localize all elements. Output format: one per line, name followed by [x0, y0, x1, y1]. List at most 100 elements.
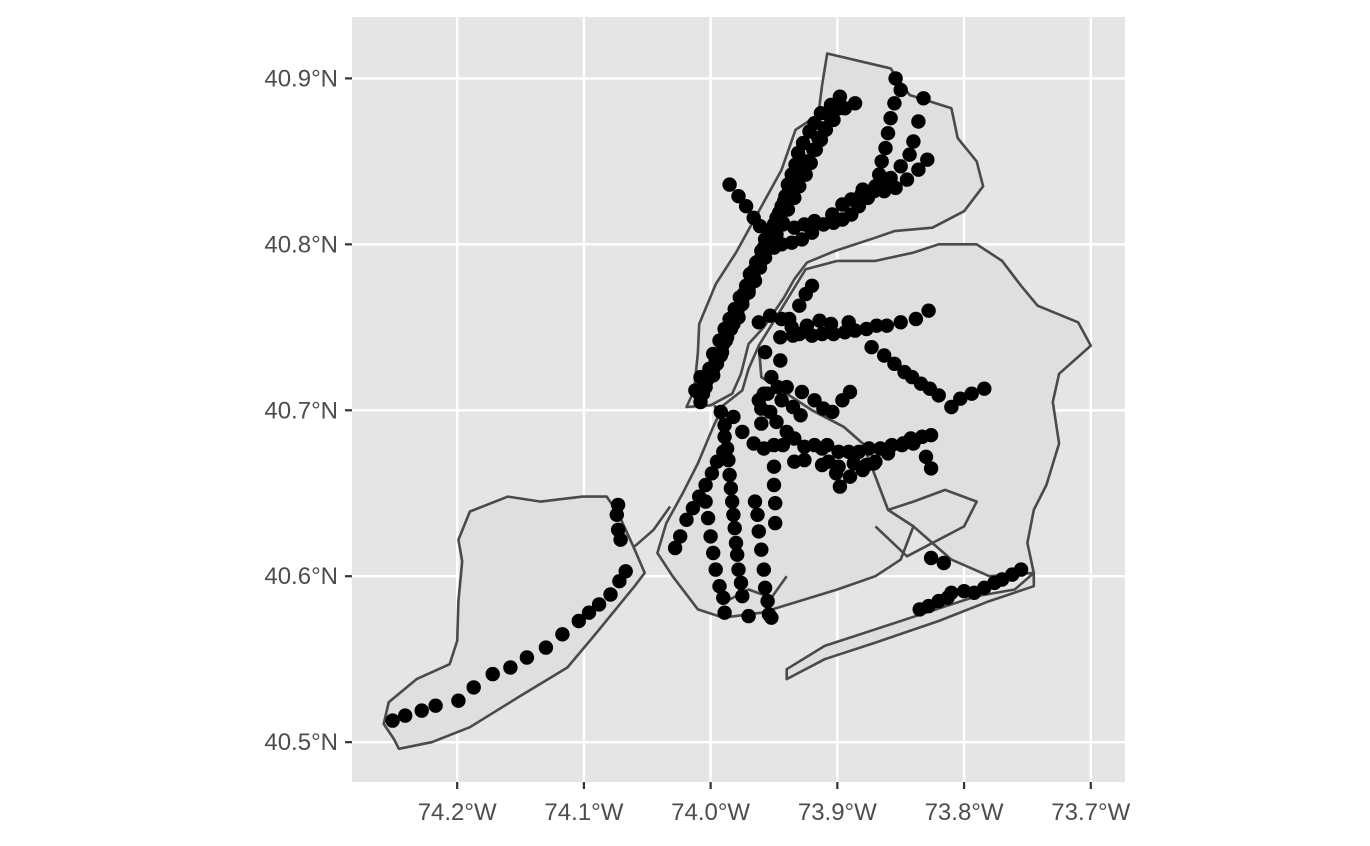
station-point: [940, 590, 955, 605]
station-point: [695, 386, 711, 401]
station-point: [804, 225, 820, 240]
station-point: [747, 494, 763, 509]
station-point: [731, 189, 746, 204]
station-point: [825, 404, 840, 420]
station-point: [866, 184, 882, 199]
station-point: [519, 650, 535, 665]
station-point: [768, 515, 783, 531]
station-point: [812, 313, 827, 328]
station-point: [915, 429, 930, 444]
station-point: [610, 497, 626, 513]
x-tick-label: 73.8°W: [925, 799, 1004, 826]
station-point: [887, 356, 902, 371]
x-tick-label: 74.1°W: [544, 799, 623, 826]
station-point: [754, 416, 769, 431]
station-point: [721, 323, 736, 338]
station-point: [793, 408, 808, 423]
station-point: [794, 384, 810, 400]
station-point: [916, 91, 931, 106]
station-point: [931, 388, 946, 403]
station-point: [906, 134, 921, 149]
station-point: [792, 298, 807, 313]
station-point: [887, 96, 902, 111]
y-axis: 40.5°N 40.6°N 40.7°N 40.8°N 40.9°N: [264, 65, 352, 756]
station-point: [756, 386, 771, 401]
y-tick-label: 40.8°N: [264, 231, 338, 258]
station-point: [700, 510, 716, 526]
station-point: [775, 437, 791, 453]
station-point: [735, 588, 750, 604]
station-point: [704, 466, 720, 481]
station-point: [823, 316, 839, 332]
station-point: [717, 429, 732, 444]
x-axis: 74.2°W 74.1°W 74.0°W 73.9°W 73.8°W 73.7°W: [418, 782, 1131, 826]
station-point: [782, 311, 797, 327]
x-tick-label: 74.0°W: [671, 799, 750, 826]
station-point: [842, 469, 858, 484]
station-point: [908, 311, 924, 327]
station-point: [795, 135, 811, 151]
shoreline-detail-3: [633, 505, 672, 548]
station-point: [466, 680, 481, 695]
station-point: [722, 467, 737, 483]
station-point: [700, 369, 716, 385]
station-point: [538, 640, 554, 655]
station-point: [977, 381, 992, 396]
station-point: [893, 315, 908, 330]
station-point: [893, 82, 908, 98]
station-point: [855, 182, 870, 197]
station-point: [771, 205, 787, 220]
station-point: [776, 194, 792, 209]
station-point: [877, 348, 892, 363]
station-point: [816, 217, 831, 232]
station-point: [713, 404, 728, 420]
station-point: [775, 217, 791, 232]
station-point: [936, 555, 951, 571]
station-point: [792, 159, 807, 174]
station-point: [918, 449, 934, 464]
station-point: [764, 610, 779, 625]
station-point: [725, 494, 740, 509]
station-point: [756, 562, 771, 577]
station-point: [698, 494, 713, 509]
station-point: [503, 660, 518, 675]
x-tick-label: 73.9°W: [798, 799, 877, 826]
station-point: [712, 579, 727, 594]
station-point: [726, 409, 741, 425]
station-point: [779, 379, 794, 395]
station-point: [911, 162, 926, 177]
station-point: [1013, 562, 1029, 577]
station-point: [751, 524, 766, 539]
station-point: [923, 461, 939, 476]
station-point: [773, 353, 788, 368]
station-point: [872, 167, 887, 182]
y-tick-label: 40.5°N: [264, 729, 338, 756]
station-point: [785, 328, 801, 343]
station-point: [923, 550, 939, 566]
station-point: [832, 479, 848, 494]
station-point: [750, 507, 765, 522]
station-point: [804, 278, 820, 293]
station-point: [797, 452, 812, 468]
station-point: [888, 180, 903, 196]
station-point: [823, 111, 839, 126]
subway-stations: [385, 71, 1029, 728]
station-point: [883, 111, 898, 126]
station-point: [603, 587, 618, 602]
station-point: [878, 140, 893, 156]
y-tick-label: 40.7°N: [264, 397, 338, 424]
station-point: [741, 608, 756, 624]
station-point: [738, 199, 754, 214]
station-point: [428, 698, 443, 713]
station-point: [733, 575, 749, 591]
station-point: [773, 330, 788, 345]
station-point: [679, 512, 694, 527]
station-point: [787, 431, 802, 446]
station-point: [485, 666, 500, 682]
station-point: [667, 540, 683, 556]
y-tick-label: 40.6°N: [264, 563, 338, 590]
station-point: [757, 345, 773, 360]
station-point: [774, 393, 789, 408]
station-point: [920, 152, 935, 167]
